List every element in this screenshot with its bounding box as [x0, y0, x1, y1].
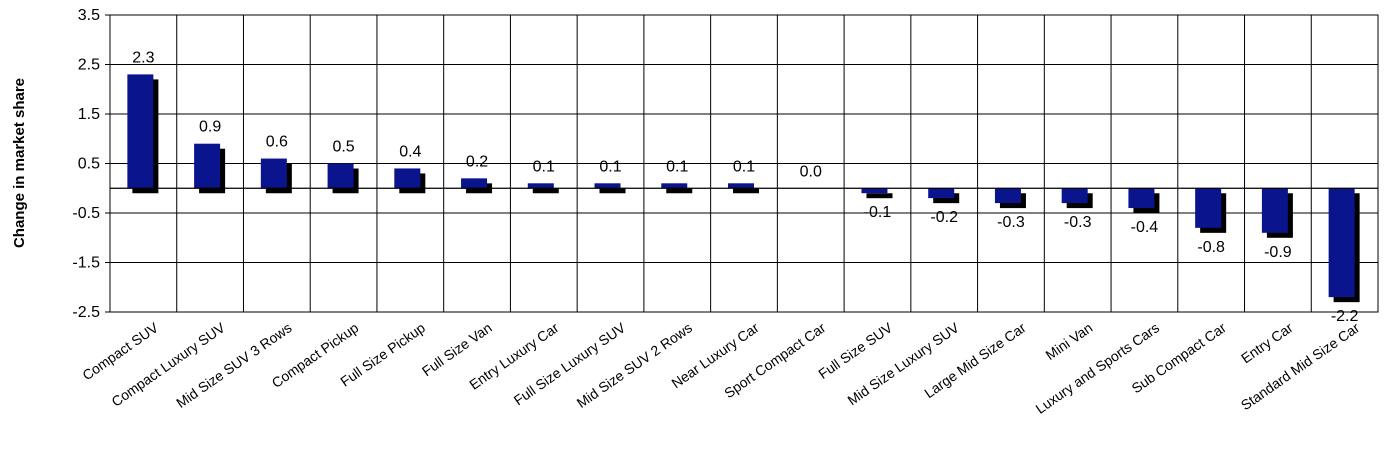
bar — [327, 163, 354, 189]
bar — [260, 158, 287, 189]
bar — [1061, 188, 1088, 204]
data-label: 0.1 — [733, 158, 755, 175]
bar — [728, 183, 754, 189]
bar — [994, 188, 1021, 204]
grid — [110, 15, 1378, 312]
bar — [527, 183, 554, 189]
y-tick-label: 2.5 — [78, 57, 100, 74]
bars — [127, 74, 1360, 303]
category-label: Entry Car — [1238, 319, 1296, 366]
bar — [928, 188, 955, 199]
y-tick-label: 0.5 — [78, 156, 100, 173]
y-axis-ticks: 3.5 2.5 1.5 0.5 -0.5 -1.5 -2.5 — [72, 7, 110, 321]
bar — [127, 74, 154, 189]
y-tick-label: 1.5 — [78, 106, 100, 123]
bar — [1128, 188, 1155, 209]
data-label: -0.9 — [1264, 244, 1292, 261]
category-label: Mid Size SUV 2 Rows — [574, 319, 695, 411]
category-label: Mini Van — [1042, 319, 1095, 363]
bar-shadow — [599, 188, 626, 194]
bar-shadow — [933, 193, 960, 204]
data-label: 0.2 — [466, 153, 488, 170]
bar — [194, 143, 221, 189]
y-axis-label: Change in market share — [11, 78, 28, 248]
category-label: Full Size Luxury SUV — [511, 319, 629, 408]
data-labels: 2.3 0.9 0.6 0.5 0.4 0.2 0.1 0.1 0.1 0.1 0.0 -0.1 -0.… — [132, 49, 1358, 325]
data-label: -0.1 — [864, 204, 892, 221]
bar-shadow — [532, 188, 559, 194]
bar — [661, 183, 688, 189]
category-label: Luxury and Sports Cars — [1032, 319, 1162, 416]
y-tick-label: -1.5 — [72, 255, 100, 272]
data-label: 0.6 — [266, 134, 288, 151]
bar — [861, 188, 888, 194]
data-label: -0.3 — [997, 214, 1025, 231]
data-label: 2.3 — [132, 49, 154, 66]
data-label: -0.2 — [930, 209, 958, 226]
data-label: -2.2 — [1331, 308, 1359, 325]
y-tick-label: -0.5 — [72, 205, 100, 222]
bar — [1195, 188, 1222, 228]
bar — [461, 178, 488, 189]
category-label: Mid Size SUV 3 Rows — [173, 319, 294, 411]
bar-shadow — [866, 193, 893, 199]
bar — [394, 168, 421, 189]
bar-shadow — [733, 188, 759, 194]
category-label: Mid Size Luxury SUV — [844, 319, 962, 408]
y-tick-label: -2.5 — [72, 304, 100, 321]
data-label: 0.5 — [332, 139, 354, 156]
data-label: 0.1 — [599, 158, 621, 175]
data-label: 0.9 — [199, 119, 221, 136]
data-label: 0.1 — [666, 158, 688, 175]
bar — [594, 183, 621, 189]
data-label: 0.4 — [399, 143, 421, 160]
data-label: -0.8 — [1197, 239, 1225, 256]
data-label: -0.3 — [1064, 214, 1092, 231]
data-label: 0.1 — [533, 158, 555, 175]
data-label: -0.4 — [1131, 219, 1159, 236]
y-tick-label: 3.5 — [78, 7, 100, 24]
category-label: Compact Luxury SUV — [108, 319, 228, 410]
bar-shadow — [666, 188, 693, 194]
category-label: Standard Mid Size Car — [1238, 319, 1363, 413]
data-label: 0.0 — [800, 163, 822, 180]
bar — [1328, 188, 1355, 298]
bar — [1261, 188, 1288, 233]
